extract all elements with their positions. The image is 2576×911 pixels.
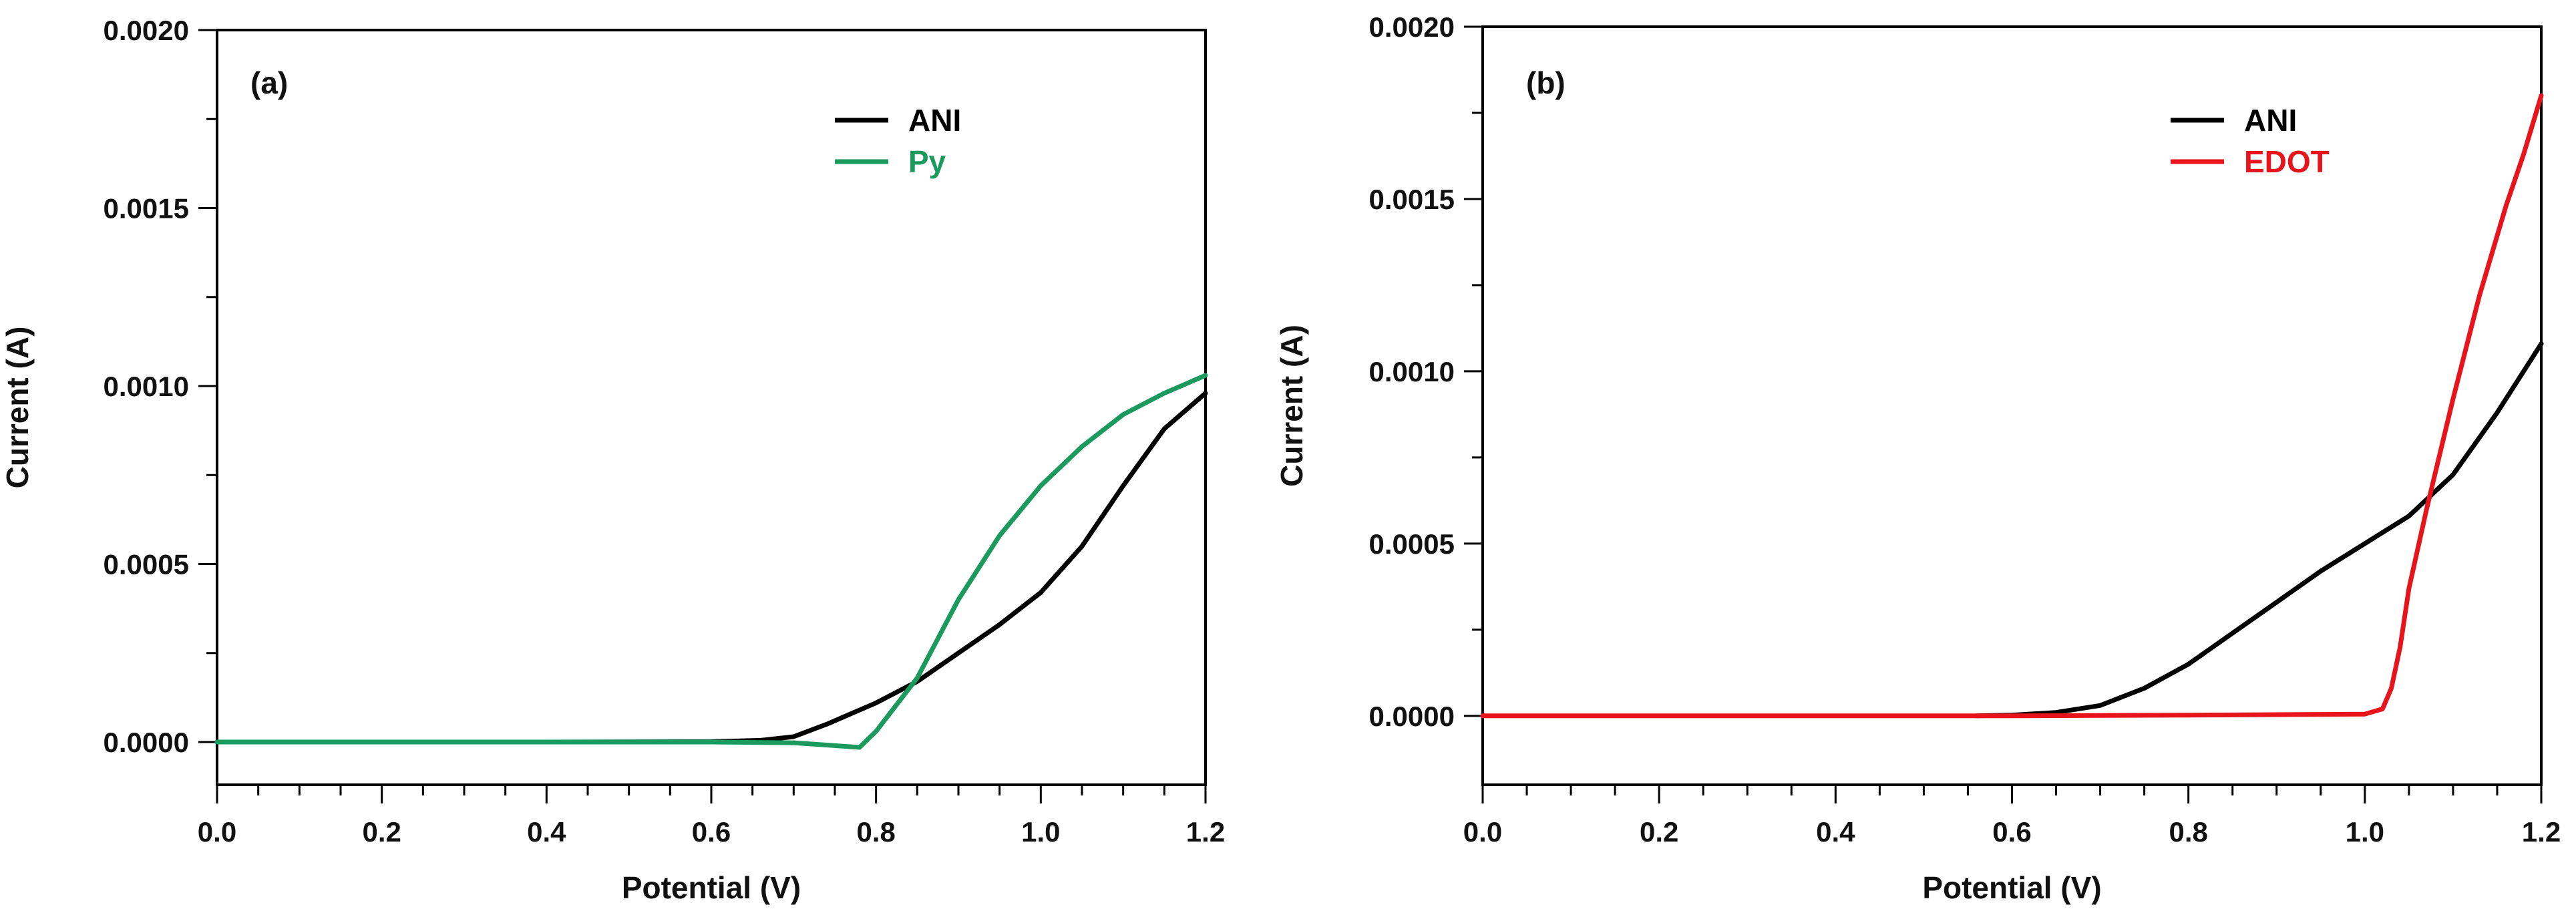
legend-label-ani: ANI [908, 103, 961, 138]
y-tick-label: 0.0000 [104, 727, 189, 758]
y-axis-title: Current (A) [1274, 325, 1309, 487]
y-tick-label: 0.0015 [104, 193, 189, 224]
x-axis-title: Potential (V) [622, 870, 801, 905]
x-axis-title: Potential (V) [1922, 870, 2101, 905]
legend-label-edot: EDOT [2244, 144, 2330, 179]
x-tick-label: 0.8 [2169, 816, 2207, 848]
x-tick-label: 0.2 [362, 816, 401, 848]
x-tick-label: 0.4 [527, 816, 566, 848]
series-line-py [214, 373, 1208, 750]
chart-panel-a: 0.0 0.2 0.4 0.6 0.8 1.0 1.2 0.0000 0.0005 0.0010 0… [0, 15, 1225, 905]
panel-label: (a) [250, 65, 288, 100]
panel-label: (b) [1526, 65, 1566, 100]
legend-label-ani: ANI [2244, 103, 2297, 138]
x-tick-label: 1.0 [1021, 816, 1060, 848]
series-line-ani [214, 391, 1208, 745]
x-tick-label: 0.8 [856, 816, 895, 848]
y-tick-label: 0.0010 [104, 371, 189, 402]
y-tick-label: 0.0015 [1369, 184, 1455, 215]
y-tick-label: 0.0005 [1369, 528, 1455, 560]
legend-label-py: Py [908, 144, 946, 179]
x-tick-label: 1.0 [2346, 816, 2384, 848]
y-tick-label: 0.0020 [104, 15, 189, 46]
y-axis-title: Current (A) [0, 327, 35, 489]
x-tick-label: 0.6 [692, 816, 731, 848]
plot-frame-a [216, 29, 1207, 786]
y-tick-label: 0.0005 [104, 549, 189, 580]
y-tick-label: 0.0010 [1369, 356, 1455, 387]
y-tick-label: 0.0020 [1369, 11, 1455, 43]
x-tick-label: 0.4 [1816, 816, 1855, 848]
x-tick-label: 0.2 [1640, 816, 1678, 848]
x-tick-label: 0.0 [198, 816, 236, 848]
y-tick-label: 0.0000 [1369, 701, 1455, 732]
series-line-edot [1480, 93, 2544, 719]
x-tick-label: 1.2 [2522, 816, 2561, 848]
x-tick-label: 0.6 [1992, 816, 2031, 848]
chart-panel-b: 0.0 0.2 0.4 0.6 0.8 1.0 1.2 0.0000 0.0005 0.0010 0… [1274, 11, 2561, 905]
x-tick-label: 1.2 [1186, 816, 1225, 848]
x-tick-label: 0.0 [1463, 816, 1502, 848]
plot-frame-b [1481, 25, 2543, 786]
series-line-ani [1974, 341, 2544, 719]
